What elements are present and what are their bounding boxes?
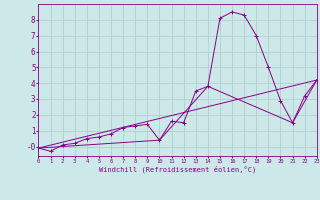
X-axis label: Windchill (Refroidissement éolien,°C): Windchill (Refroidissement éolien,°C) (99, 165, 256, 173)
